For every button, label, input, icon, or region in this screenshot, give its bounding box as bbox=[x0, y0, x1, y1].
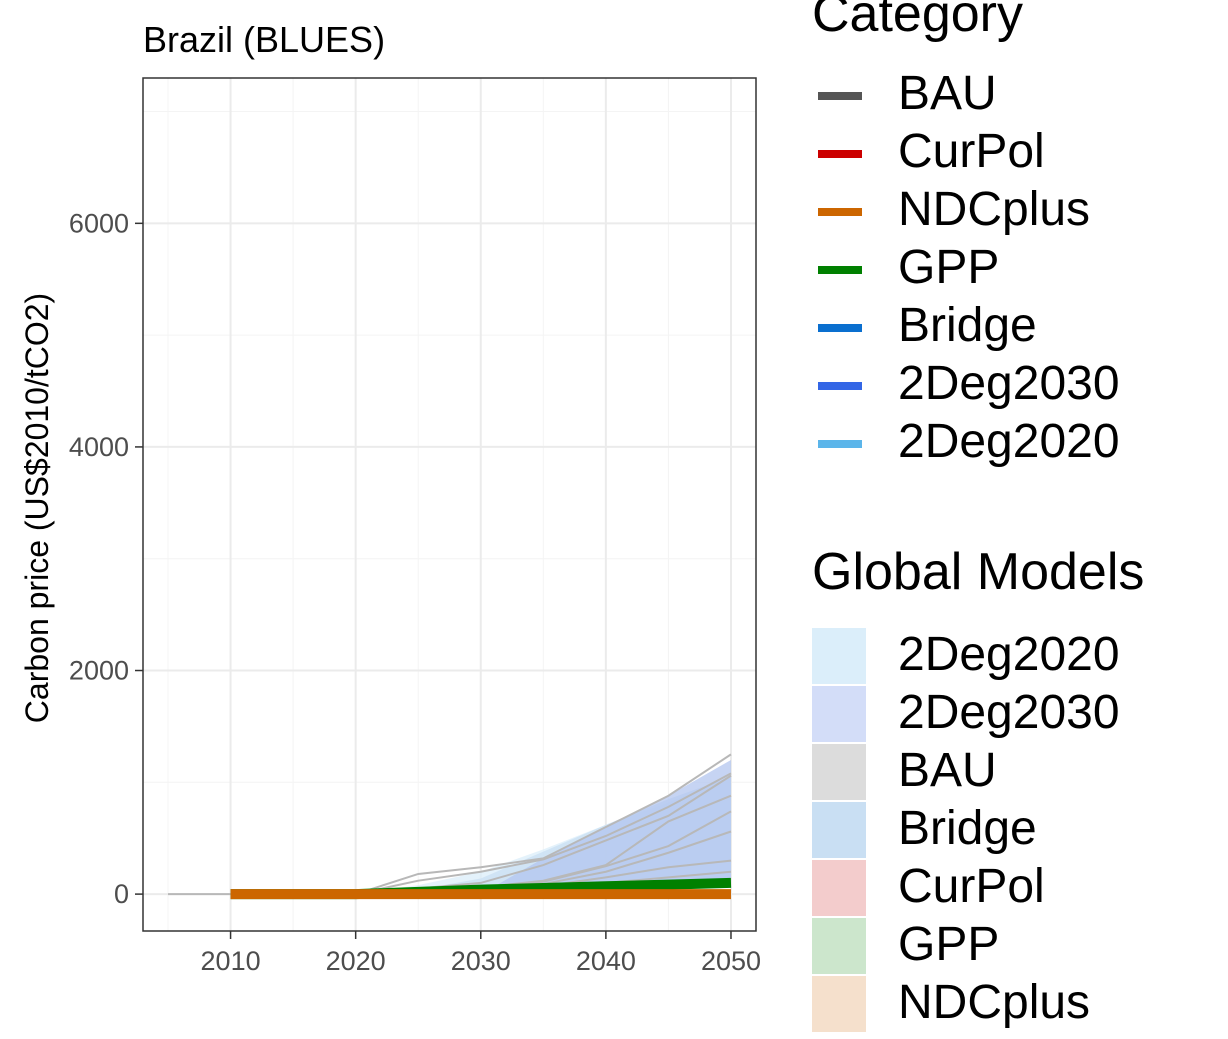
x-tick-label: 2040 bbox=[576, 946, 636, 976]
legend-item: BAU bbox=[812, 67, 1212, 125]
plot-area: 2010 2020 2030 2040 2050 0 2000 4000 6000 bbox=[69, 77, 761, 976]
legend-item: Bridge bbox=[812, 802, 1212, 860]
legend-key-swatch bbox=[812, 628, 866, 684]
legend-item-label: 2Deg2020 bbox=[898, 628, 1120, 681]
legend-key-line bbox=[818, 208, 862, 216]
legend-item: GPP bbox=[812, 918, 1212, 976]
legend-item-label: CurPol bbox=[898, 125, 1045, 178]
chart-title: Brazil (BLUES) bbox=[143, 19, 385, 60]
legend-item: 2Deg2020 bbox=[812, 415, 1212, 473]
legend-item: Bridge bbox=[812, 299, 1212, 357]
legend-key-swatch bbox=[812, 802, 866, 858]
legend-category-title: Category bbox=[812, 0, 1023, 43]
legend-item-label: NDCplus bbox=[898, 976, 1091, 1029]
legend-key-swatch bbox=[812, 976, 866, 1032]
legend-item: 2Deg2030 bbox=[812, 686, 1212, 744]
legend-item-label: 2Deg2020 bbox=[898, 415, 1120, 468]
legend-item: 2Deg2020 bbox=[812, 628, 1212, 686]
x-tick-label: 2050 bbox=[701, 946, 761, 976]
legend-key-swatch bbox=[812, 918, 866, 974]
legend-item: CurPol bbox=[812, 125, 1212, 183]
y-tick-label: 4000 bbox=[69, 432, 129, 462]
legend-item-label: GPP bbox=[898, 241, 1000, 294]
legend-key-line bbox=[818, 92, 862, 100]
legend-item-label: GPP bbox=[898, 918, 1000, 971]
x-tick-label: 2030 bbox=[451, 946, 511, 976]
legend-item-label: Bridge bbox=[898, 299, 1037, 352]
panel-background bbox=[143, 78, 756, 931]
legend-key-line bbox=[818, 440, 862, 448]
legend-category: Category BAU CurPol NDCplus GPP Bridge 2Deg20… bbox=[812, 0, 1120, 466]
legend-item: NDCplus bbox=[812, 183, 1212, 241]
legend-item: 2Deg2030 bbox=[812, 357, 1212, 415]
legend-key-line bbox=[818, 150, 862, 158]
legend-key-swatch bbox=[812, 744, 866, 800]
legend-item-label: 2Deg2030 bbox=[898, 686, 1120, 739]
global-model-line bbox=[355, 772, 732, 896]
legend-key-line bbox=[818, 324, 862, 332]
legend-global-title: Global Models bbox=[812, 543, 1145, 601]
legend-item: NDCplus bbox=[812, 976, 1212, 1034]
legend-key-swatch bbox=[812, 860, 866, 916]
y-tick-label: 0 bbox=[114, 879, 129, 909]
x-tick-label: 2010 bbox=[201, 946, 261, 976]
panel-border bbox=[142, 77, 757, 932]
legend-item-label: 2Deg2030 bbox=[898, 357, 1120, 410]
legend-item: GPP bbox=[812, 241, 1212, 299]
chart: Brazil (BLUES) Carbon price (US$2010/tCO… bbox=[19, 19, 761, 976]
y-tick-label: 2000 bbox=[69, 656, 129, 686]
legend-item: CurPol bbox=[812, 860, 1212, 918]
legend-item-label: CurPol bbox=[898, 860, 1045, 913]
y-tick-label: 6000 bbox=[69, 208, 129, 238]
y-axis-label: Carbon price (US$2010/tCO2) bbox=[19, 293, 55, 723]
legend-key-line bbox=[818, 382, 862, 390]
legend-item-label: NDCplus bbox=[898, 183, 1091, 236]
legend-key-line bbox=[818, 266, 862, 274]
legend-item-label: BAU bbox=[898, 744, 997, 797]
legend-item: BAU bbox=[812, 744, 1212, 802]
legend-key-swatch bbox=[812, 686, 866, 742]
legend-item-label: BAU bbox=[898, 67, 997, 120]
legend-item-label: Bridge bbox=[898, 802, 1037, 855]
legend-global: Global Models 2Deg2020 2Deg2030 BAU Bridge C… bbox=[812, 543, 1145, 1032]
x-tick-label: 2020 bbox=[326, 946, 386, 976]
